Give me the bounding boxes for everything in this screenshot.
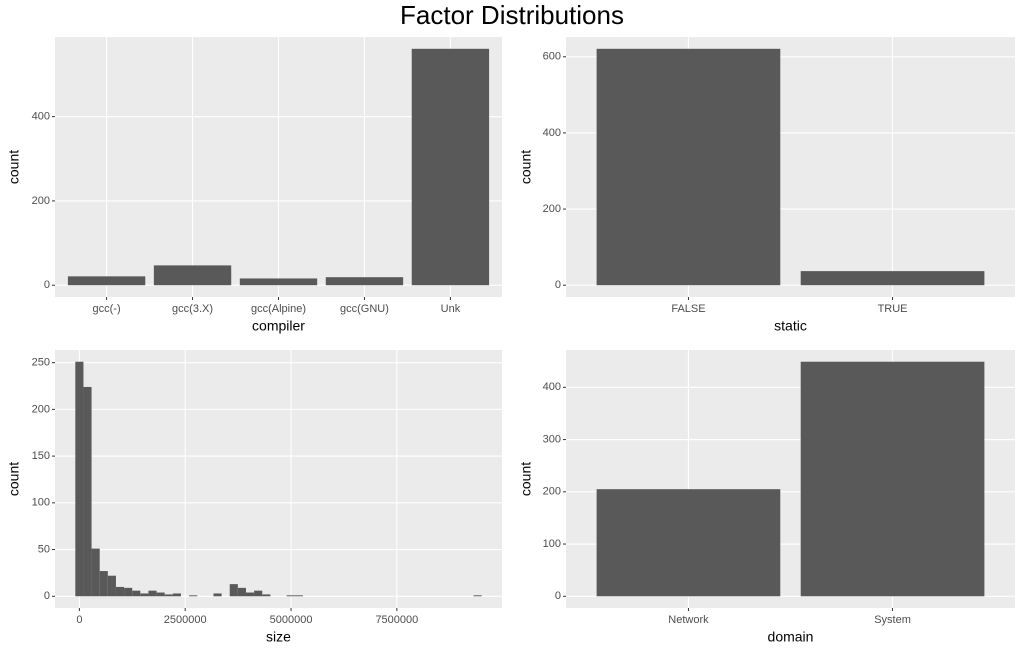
bar <box>153 265 232 286</box>
y-tick-label: 600 <box>543 51 561 63</box>
histogram-bar <box>91 548 100 597</box>
histogram-bar <box>156 592 165 597</box>
y-tick-label: 300 <box>543 433 561 445</box>
y-tick-label: 0 <box>555 279 561 291</box>
y-tick-label: 200 <box>32 195 50 207</box>
bar <box>800 361 985 597</box>
x-tick-label: 0 <box>76 614 82 626</box>
y-tick-label: 200 <box>32 403 50 415</box>
x-tick-label: Network <box>668 614 709 626</box>
histogram-bar <box>172 593 181 597</box>
y-tick-label: 50 <box>38 543 50 555</box>
x-axis-title: domain <box>768 629 814 645</box>
y-axis-title: count <box>518 462 534 496</box>
x-tick-label: 2500000 <box>164 614 207 626</box>
y-tick-label: 200 <box>543 486 561 498</box>
x-tick-label: gcc(Alpine) <box>251 303 306 315</box>
y-tick-label: 400 <box>32 111 50 123</box>
y-tick-label: 100 <box>543 538 561 550</box>
histogram-bar <box>262 594 271 597</box>
histogram-bar <box>132 590 141 597</box>
x-tick-label: gcc(3.X) <box>172 303 213 315</box>
bar <box>596 48 781 286</box>
x-tick-label: TRUE <box>878 303 908 315</box>
y-axis-title: count <box>6 150 22 184</box>
histogram-bar <box>294 595 303 597</box>
histogram-bar <box>107 575 116 597</box>
x-axis-title: size <box>266 629 291 645</box>
histogram-bar <box>99 571 108 597</box>
histogram-bar <box>75 361 84 597</box>
bar <box>411 48 490 286</box>
histogram-bar <box>213 593 222 597</box>
histogram-bar <box>83 386 92 597</box>
histogram-bar <box>237 587 246 597</box>
x-axis-title: compiler <box>252 318 305 334</box>
x-tick-label: 5000000 <box>270 614 313 626</box>
histogram-bar <box>245 592 255 597</box>
histogram-bar <box>124 587 133 597</box>
bar <box>596 489 781 597</box>
y-tick-label: 250 <box>32 357 50 369</box>
histogram-bar <box>229 584 238 597</box>
y-axis-title: count <box>518 150 534 184</box>
bar <box>325 277 404 286</box>
figure-title: Factor Distributions <box>400 0 624 30</box>
y-axis-title: count <box>6 462 22 496</box>
y-tick-label: 150 <box>32 450 50 462</box>
bar <box>239 278 318 286</box>
y-tick-label: 400 <box>543 127 561 139</box>
histogram-bar <box>164 594 173 597</box>
histogram-bar <box>189 595 198 597</box>
y-tick-label: 0 <box>555 590 561 602</box>
y-tick-label: 100 <box>32 497 50 509</box>
x-tick-label: 7500000 <box>375 614 418 626</box>
y-tick-label: 200 <box>543 203 561 215</box>
histogram-bar <box>115 586 125 597</box>
x-tick-label: gcc(-) <box>93 303 121 315</box>
y-tick-label: 0 <box>44 590 50 602</box>
histogram-bar <box>254 590 263 597</box>
x-tick-label: FALSE <box>671 303 705 315</box>
histogram-bar <box>148 590 157 597</box>
panel-background <box>55 350 502 608</box>
bar <box>67 276 146 286</box>
histogram-bar <box>473 595 482 597</box>
histogram-bar <box>286 595 295 597</box>
histogram-bar <box>140 593 149 597</box>
x-tick-label: gcc(GNU) <box>340 303 389 315</box>
y-tick-label: 0 <box>44 279 50 291</box>
x-tick-label: System <box>874 614 911 626</box>
x-axis-title: static <box>774 318 807 334</box>
bar <box>800 271 985 286</box>
x-tick-label: Unk <box>441 303 461 315</box>
y-tick-label: 400 <box>543 381 561 393</box>
